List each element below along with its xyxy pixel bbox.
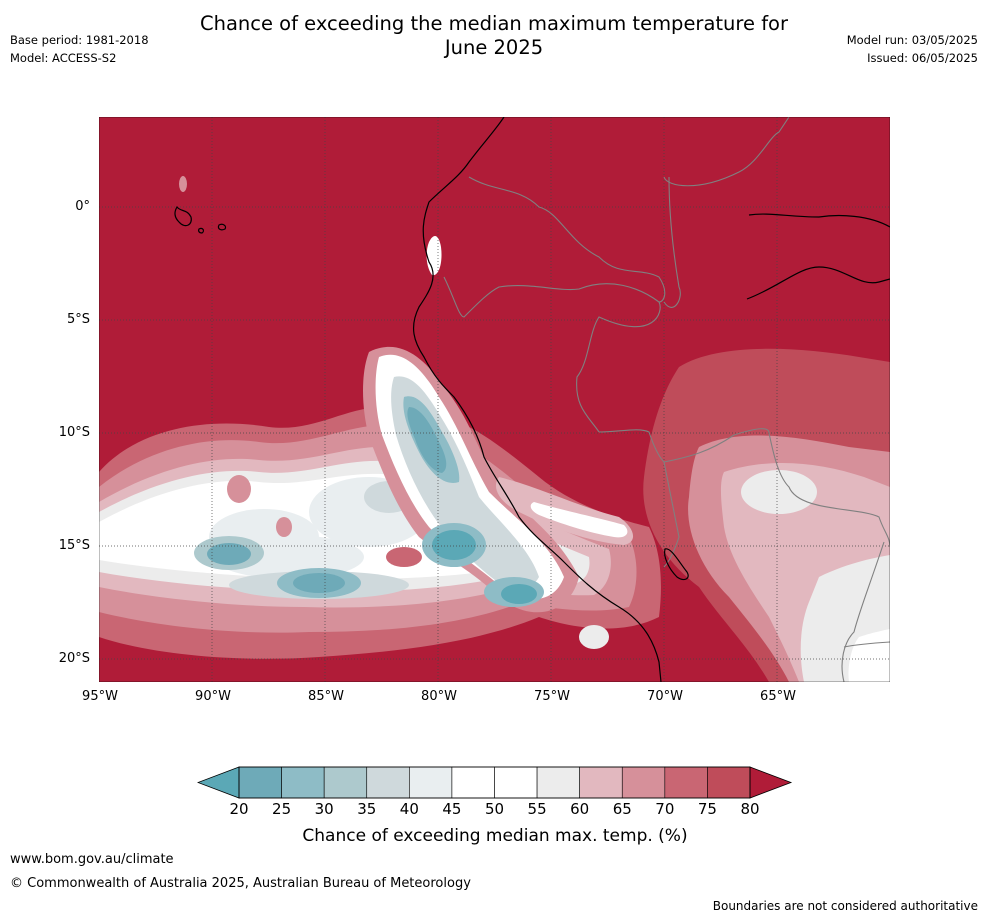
colorbar-tick-label: 75 (697, 800, 717, 818)
model-run-text: Model run: 03/05/2025 (846, 33, 978, 47)
issued-date-text: Issued: 06/05/2025 (867, 51, 978, 65)
colorbar-high-arrow (749, 766, 793, 799)
galapagos-patch (179, 176, 187, 192)
colorbar-label: Chance of exceeding median max. temp. (%… (302, 826, 688, 846)
colorbar-low-arrow (197, 766, 240, 799)
colorbar-tick-label: 20 (229, 800, 249, 818)
lat-label-20s: 20°S (58, 651, 90, 666)
colorbar-swatch (664, 766, 708, 799)
colorbar-swatch (366, 766, 410, 799)
colorbar (197, 766, 793, 799)
lon-label-70w: 70°W (647, 689, 683, 704)
colorbar-swatch (579, 766, 623, 799)
lat-label-0: 0° (75, 199, 90, 214)
lon-label-80w: 80°W (421, 689, 457, 704)
lon-label-90w: 90°W (195, 689, 231, 704)
map-title-line1: Chance of exceeding the median maximum t… (199, 12, 789, 35)
colorbar-swatch (451, 766, 495, 799)
colorbar-tick-label: 50 (484, 800, 505, 818)
run-info: Model run: 03/05/2025 Issued: 06/05/2025 (847, 31, 978, 67)
colorbar-swatch (707, 766, 751, 799)
boundaries-disclaimer: Boundaries are not considered authoritat… (712, 899, 978, 913)
colorbar-tick-label: 70 (655, 800, 675, 818)
lat-label-15s: 15°S (58, 538, 90, 553)
probability-map (99, 117, 890, 682)
base-period-text: Base period: 1981-2018 (10, 33, 149, 47)
colorbar-swatch (409, 766, 453, 799)
graticule (99, 117, 890, 682)
colorbar-tick-label: 55 (527, 800, 547, 818)
colorbar-swatch (494, 766, 538, 799)
small-white-patch (579, 625, 609, 649)
lat-label-5s: 5°S (66, 312, 90, 327)
map-title-line2: June 2025 (444, 36, 544, 59)
colorbar-tick-label: 45 (442, 800, 462, 818)
bolivia-anomaly (643, 348, 890, 682)
colorbar-tick-label: 60 (570, 800, 590, 818)
colorbar-tick-label: 30 (314, 800, 334, 818)
lon-label-75w: 75°W (534, 689, 570, 704)
colorbar-tick-label: 80 (740, 800, 760, 818)
colorbar-tick-label: 40 (399, 800, 419, 818)
colorbar-swatch (536, 766, 580, 799)
lat-label-10s: 10°S (58, 425, 90, 440)
colorbar-tick-label: 25 (272, 800, 292, 818)
copyright-text: © Commonwealth of Australia 2025, Austra… (10, 876, 471, 891)
colorbar-swatch (621, 766, 666, 799)
colorbar-swatch (281, 766, 325, 799)
model-info: Base period: 1981-2018 Model: ACCESS-S2 (10, 31, 149, 67)
coastlines (174, 117, 890, 682)
lon-label-95w: 95°W (82, 689, 118, 704)
country-borders (443, 117, 890, 682)
map-title: Chance of exceeding the median maximum t… (150, 12, 838, 60)
lon-label-85w: 85°W (308, 689, 344, 704)
lon-label-65w: 65°W (760, 689, 796, 704)
colorbar-tick-label: 65 (612, 800, 632, 818)
colorbar-swatch (238, 766, 282, 799)
model-name-text: Model: ACCESS-S2 (10, 51, 117, 65)
website-url[interactable]: www.bom.gov.au/climate (10, 852, 174, 867)
colorbar-swatch (323, 766, 368, 799)
colorbar-tick-label: 35 (357, 800, 377, 818)
